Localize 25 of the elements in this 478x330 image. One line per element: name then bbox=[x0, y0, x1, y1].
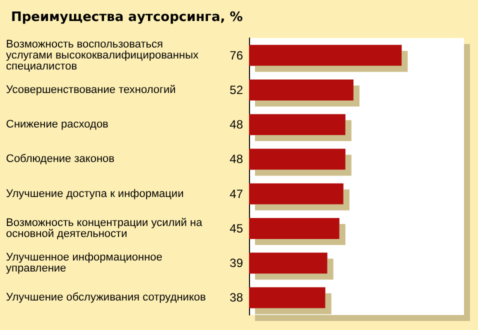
y-tick-label: Улучшение доступа к информации bbox=[6, 188, 184, 200]
y-tick-label: Улучшение обслуживания сотрудников bbox=[6, 292, 206, 304]
text: Преимущества аутсорсинга, % bbox=[11, 10, 243, 25]
bar bbox=[249, 218, 340, 239]
bar bbox=[249, 183, 344, 204]
bar bbox=[249, 44, 402, 66]
y-tick-label: Возможность воспользоваться услугами высококвалифицированных специалистов bbox=[6, 38, 199, 72]
data-label: 52 bbox=[230, 82, 244, 97]
bar bbox=[249, 287, 326, 308]
data-label: 38 bbox=[230, 290, 244, 305]
data-label: 76 bbox=[230, 48, 244, 62]
data-label: 48 bbox=[230, 118, 244, 132]
data-label: 48 bbox=[230, 152, 244, 166]
data-label: 47 bbox=[230, 186, 244, 201]
y-tick-label: Соблюдение законов bbox=[6, 153, 115, 166]
bar bbox=[249, 148, 346, 170]
data-label: 39 bbox=[230, 256, 244, 270]
y-tick-label: Возможность концентрации усилий на основной деятельности bbox=[6, 216, 204, 240]
bar bbox=[249, 114, 346, 136]
y-tick-label: Снижение расходов bbox=[6, 118, 109, 131]
data-label: 45 bbox=[230, 221, 244, 236]
y-tick-label: Улучшенное информационное управление bbox=[6, 252, 162, 275]
bar bbox=[249, 79, 354, 100]
y-tick-label: Усовершенствование технологий bbox=[6, 84, 176, 96]
bar bbox=[249, 252, 328, 274]
